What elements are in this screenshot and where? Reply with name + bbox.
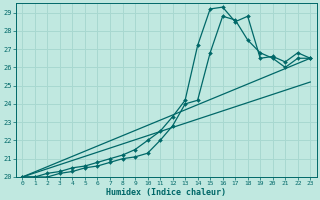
X-axis label: Humidex (Indice chaleur): Humidex (Indice chaleur) — [106, 188, 226, 197]
